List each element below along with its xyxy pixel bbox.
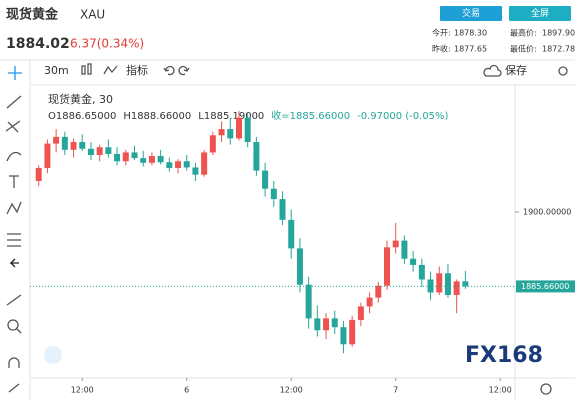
ohlc-value: L1885.19000 — [198, 111, 264, 122]
last-price-label: 1885.66000 — [521, 282, 569, 291]
candle-body — [244, 117, 251, 143]
candle-body — [462, 281, 469, 287]
legend-title: 现货黄金, 30 — [48, 92, 113, 106]
candle-body — [314, 318, 321, 331]
watermark: FX168 — [465, 343, 543, 368]
current-price: 1884.02 — [6, 36, 70, 52]
candle-body — [270, 188, 277, 200]
candle-body — [140, 158, 147, 163]
candle-body — [79, 142, 86, 149]
candle-body — [183, 161, 190, 168]
stat-value: 1877.65 — [454, 45, 487, 54]
candle-body — [392, 240, 399, 248]
x-tick-label: 12:00 — [71, 386, 94, 395]
candle-body — [35, 167, 42, 181]
x-tick-label: 7 — [393, 386, 398, 395]
candle-body — [53, 136, 60, 144]
candle-body — [418, 264, 425, 280]
last-price-box — [516, 280, 575, 293]
candle-body — [323, 318, 330, 331]
candle-body — [375, 285, 382, 298]
fullscreen-button[interactable] — [509, 6, 571, 21]
candle-body — [444, 273, 451, 296]
candle-body — [61, 136, 68, 150]
x-tick-label: 6 — [184, 386, 189, 395]
cloud-icon[interactable] — [483, 64, 502, 77]
x-tick-label: 12:00 — [489, 386, 512, 395]
candle-body — [357, 306, 364, 320]
candle-body — [305, 284, 312, 319]
stat-value: 1878.30 — [454, 29, 487, 38]
candle-body — [384, 247, 391, 286]
candle-body — [340, 327, 347, 345]
plot — [35, 110, 469, 354]
cloud-button[interactable] — [44, 346, 62, 364]
candle-body — [44, 143, 51, 168]
stat-label: 最高价: — [510, 28, 537, 38]
x-tick-label: 12:00 — [280, 386, 303, 395]
candle-body — [262, 170, 269, 189]
ohlc-value: H1888.66000 — [123, 111, 191, 122]
ohlc-value: O1886.65000 — [48, 111, 116, 122]
stat-label: 昨收: — [432, 44, 451, 54]
ohlc-value: -0.97000 (-0.05%) — [357, 111, 448, 122]
candle-body — [157, 156, 164, 163]
redo-icon[interactable] — [178, 65, 190, 76]
candle-body — [114, 153, 121, 162]
candle-body — [401, 240, 408, 259]
axis-settings[interactable] — [540, 383, 552, 395]
save[interactable]: 保存 — [505, 63, 527, 77]
candle-body — [87, 148, 94, 156]
trade-button[interactable] — [440, 6, 502, 21]
candle-body — [209, 135, 216, 153]
candle-icon[interactable] — [81, 63, 92, 75]
candle-body — [131, 152, 138, 159]
instrument-name: 现货黄金 — [6, 7, 59, 23]
candle-body — [253, 142, 260, 171]
candle-body — [436, 273, 443, 293]
interval[interactable]: 30m — [44, 64, 69, 77]
instrument-symbol: XAU — [80, 8, 105, 22]
candle-body — [235, 117, 242, 139]
candle-body — [227, 129, 234, 139]
undo-icon[interactable] — [163, 65, 175, 76]
ohlc-value: 收=1885.66000 — [271, 109, 350, 122]
compare-icon[interactable] — [103, 65, 118, 75]
candle-body — [70, 142, 77, 150]
y-tick-label: 1900.00000 — [523, 208, 571, 217]
stat-label: 今开: — [432, 28, 451, 38]
candle-body — [175, 161, 182, 168]
candle-body — [366, 297, 373, 307]
drawing-tools[interactable] — [5, 66, 22, 393]
candle-body — [96, 147, 103, 156]
candle-body — [218, 129, 225, 136]
candle-body — [201, 152, 208, 175]
candle-body — [349, 319, 356, 345]
candle-body — [279, 199, 286, 220]
stat-value: 1872.78 — [542, 45, 575, 54]
candle-body — [296, 248, 303, 285]
candle-body — [192, 167, 199, 175]
indicators[interactable]: 指标 — [126, 63, 148, 77]
ohlc-legend: O1886.65000 H1888.66000 L1885.19000 收=1885.… — [48, 109, 449, 122]
candle-body — [288, 219, 295, 249]
candle-body — [148, 156, 155, 163]
candle-body — [410, 258, 417, 265]
candle-body — [453, 281, 460, 296]
fullscreen-label[interactable]: 全屏 — [531, 7, 549, 19]
candle-body — [105, 147, 112, 154]
candle-body — [427, 279, 434, 293]
stat-label: 最低价: — [510, 44, 537, 54]
stat-value: 1897.90 — [542, 29, 575, 38]
candle-body — [122, 152, 129, 162]
candle-body — [166, 162, 173, 168]
trade-label[interactable]: 交易 — [462, 7, 480, 19]
settings-icon[interactable] — [558, 66, 568, 76]
candle-body — [331, 318, 338, 328]
price-change: 6.37(0.34%) — [70, 37, 144, 51]
